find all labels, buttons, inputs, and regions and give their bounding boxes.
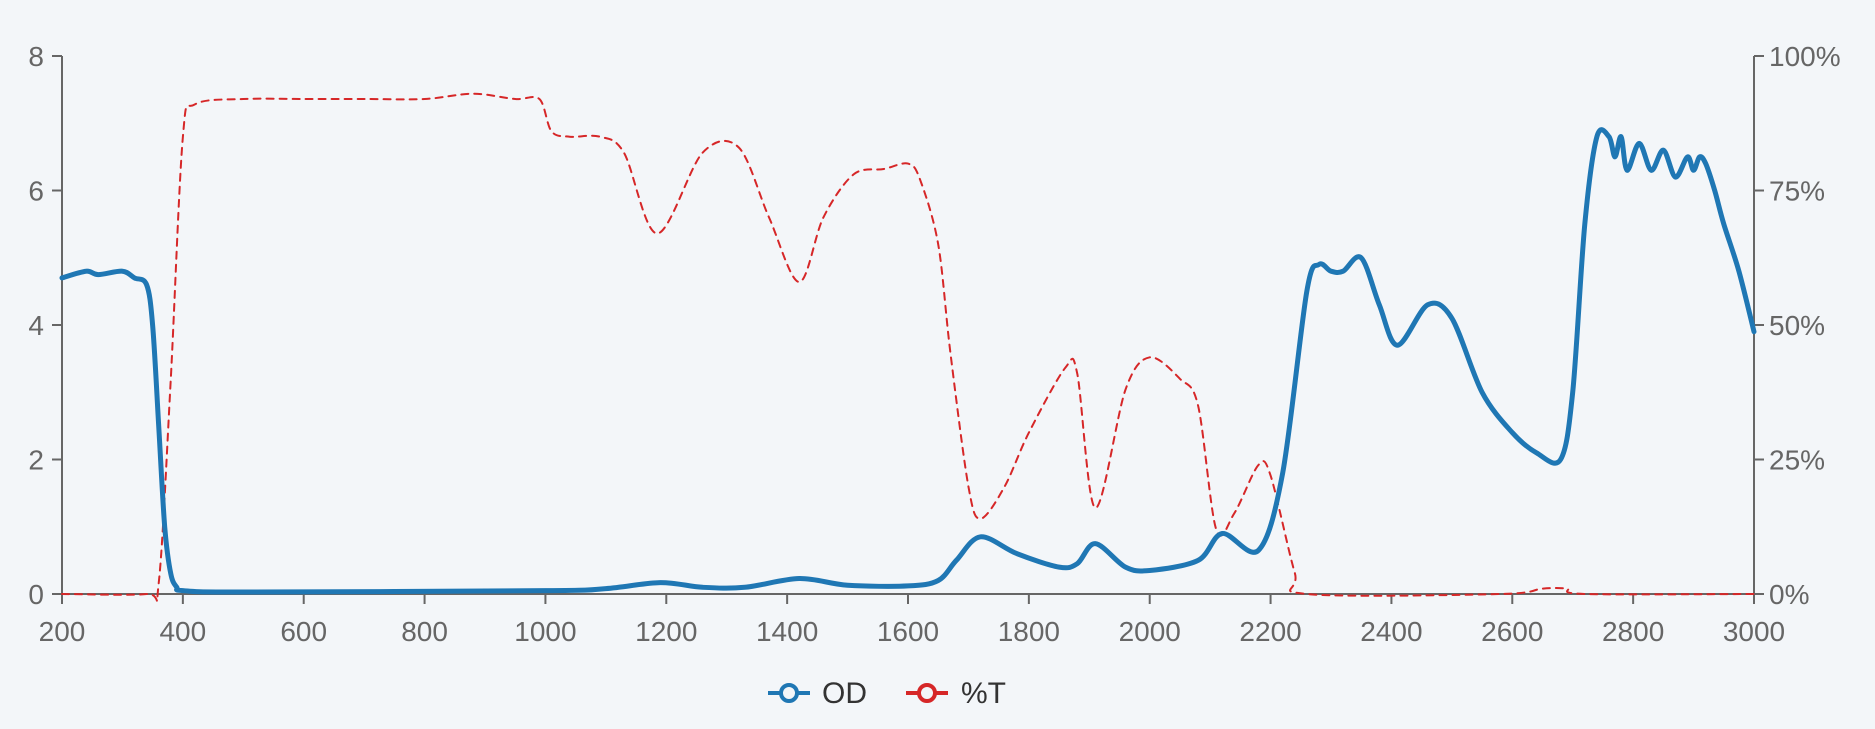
x-tick-label: 1000 xyxy=(514,616,576,647)
series-percent-t-line xyxy=(61,92,1755,603)
x-tick-label: 200 xyxy=(39,616,86,647)
legend-item-od[interactable]: OD xyxy=(768,677,867,710)
legend-pt-label: %T xyxy=(961,677,1006,710)
left-y-tick-label: 8 xyxy=(28,41,44,72)
left-y-tick-label: 2 xyxy=(28,445,44,476)
x-tick-label: 400 xyxy=(159,616,206,647)
x-tick-label: 800 xyxy=(401,616,448,647)
x-tick-label: 1200 xyxy=(635,616,697,647)
right-y-tick-label: 0% xyxy=(1769,579,1809,610)
x-tick-label: 3000 xyxy=(1723,616,1785,647)
legend-od-label: OD xyxy=(822,677,867,710)
x-tick-label: 2400 xyxy=(1360,616,1422,647)
series-od-line xyxy=(59,127,1757,595)
right-y-ticks: 0% 25% 50% 75% 100% xyxy=(1754,41,1841,610)
right-y-tick-label: 100% xyxy=(1769,41,1841,72)
left-y-tick-label: 4 xyxy=(28,310,44,341)
x-tick-label: 2800 xyxy=(1602,616,1664,647)
left-y-tick-label: 0 xyxy=(28,579,44,610)
legend[interactable]: OD %T xyxy=(768,677,1006,710)
x-tick-label: 2000 xyxy=(1119,616,1181,647)
right-y-tick-label: 25% xyxy=(1769,445,1825,476)
legend-pt-marker xyxy=(917,683,937,703)
axes xyxy=(61,56,1755,595)
x-tick-label: 1800 xyxy=(998,616,1060,647)
left-y-tick-label: 6 xyxy=(28,176,44,207)
right-y-tick-label: 75% xyxy=(1769,176,1825,207)
x-tick-label: 1400 xyxy=(756,616,818,647)
right-y-tick-label: 50% xyxy=(1769,310,1825,341)
x-tick-label: 2600 xyxy=(1481,616,1543,647)
legend-item-percent-t[interactable]: %T xyxy=(906,677,1006,710)
x-tick-label: 2200 xyxy=(1239,616,1301,647)
x-ticks: 200 400 600 800 1000 1200 1400 1600 1800 2000 2200… xyxy=(39,594,1785,647)
x-tick-label: 1600 xyxy=(877,616,939,647)
left-y-ticks: 0 2 4 6 8 xyxy=(28,41,62,610)
legend-od-marker xyxy=(779,683,799,703)
plot-area xyxy=(59,92,1757,603)
x-tick-label: 600 xyxy=(280,616,327,647)
